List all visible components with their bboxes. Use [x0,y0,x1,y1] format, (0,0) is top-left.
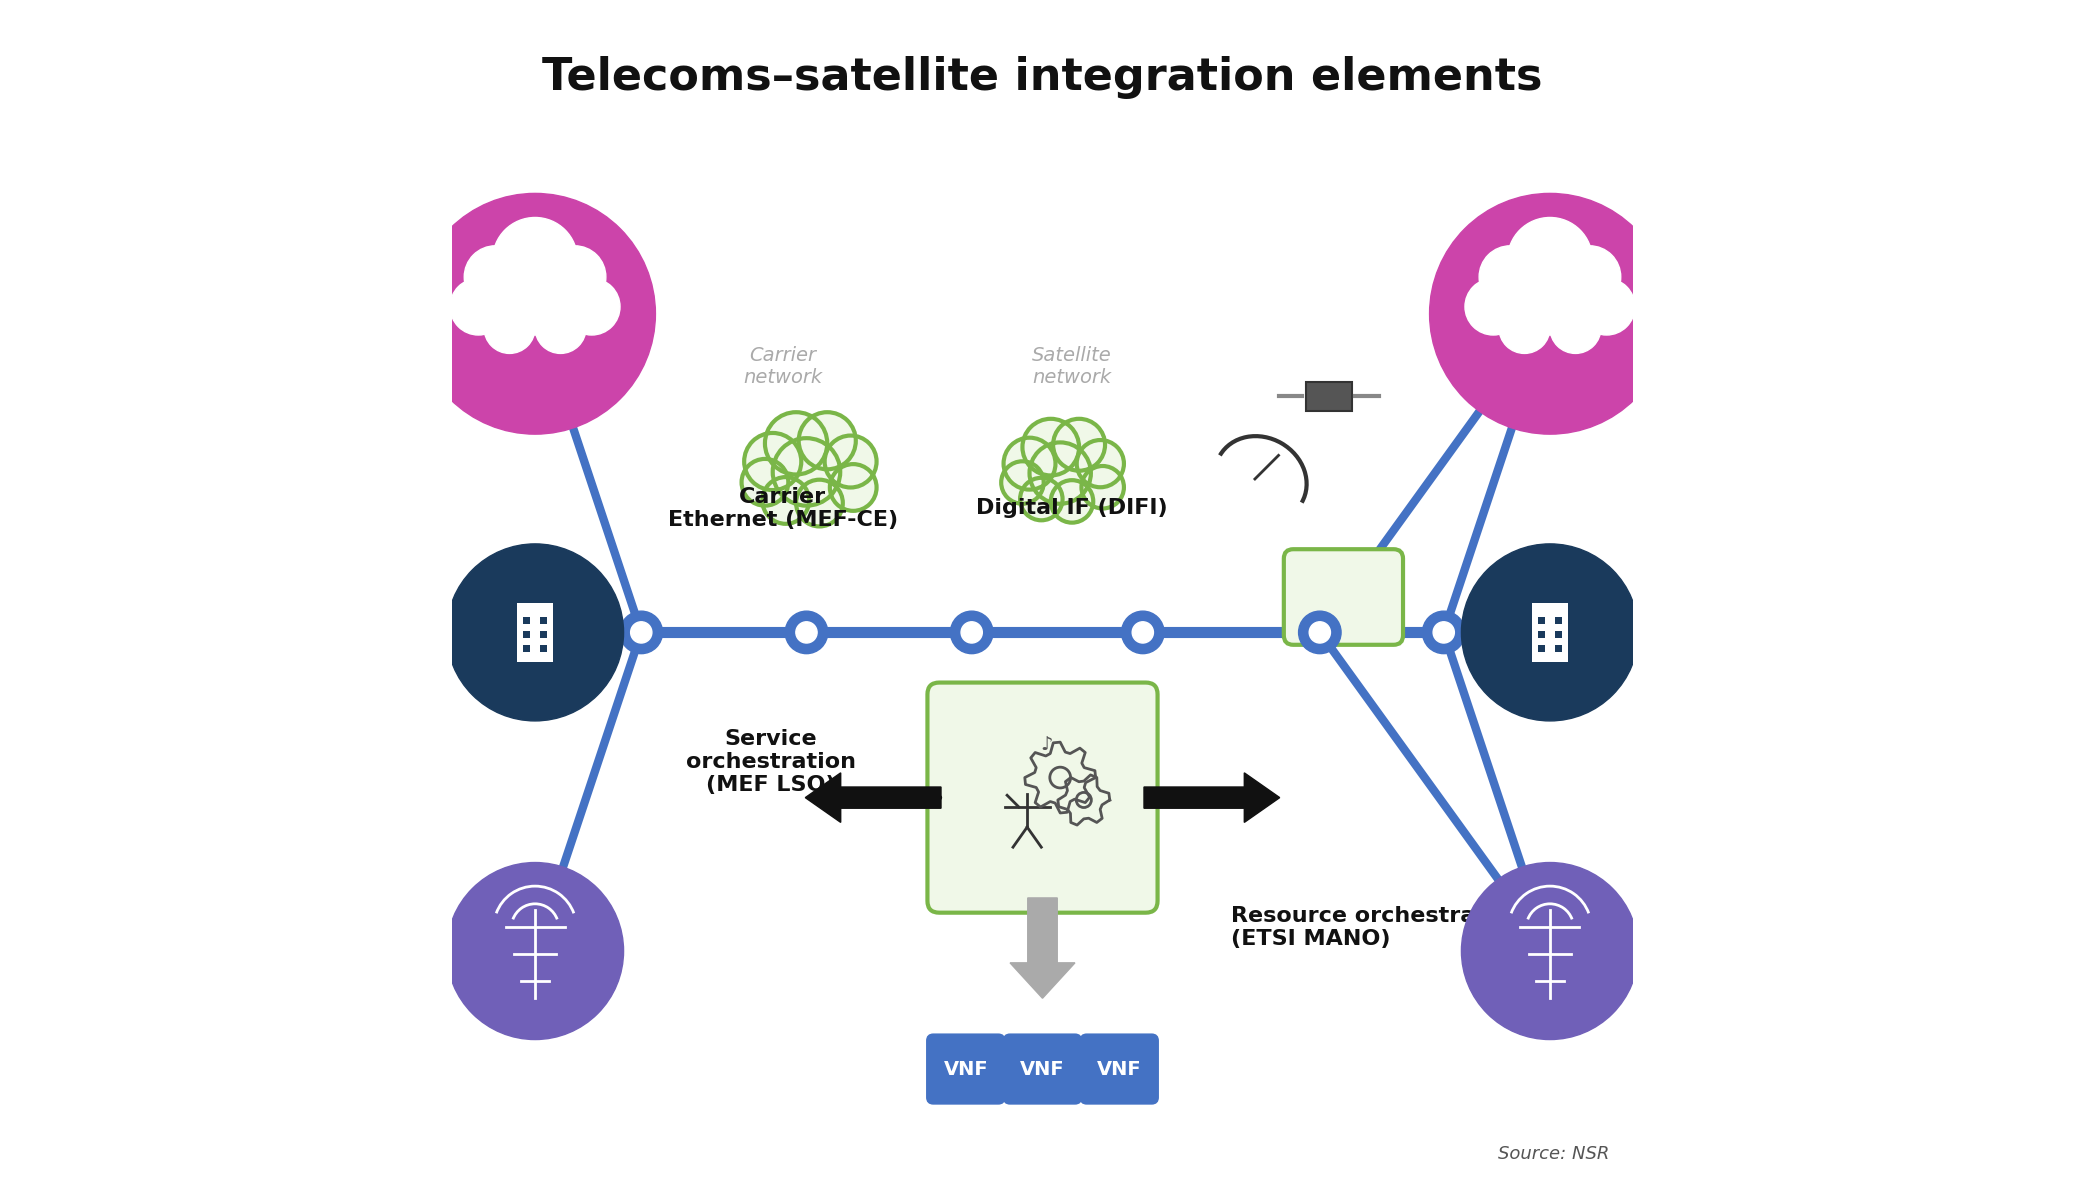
Text: VNF: VNF [945,1059,988,1078]
Circle shape [630,622,653,644]
Circle shape [951,611,992,653]
Circle shape [1466,278,1522,336]
FancyArrow shape [1009,898,1076,998]
FancyBboxPatch shape [1080,1035,1157,1103]
FancyArrow shape [1145,773,1280,823]
FancyBboxPatch shape [523,646,530,652]
Circle shape [544,246,607,308]
Circle shape [1299,611,1341,653]
Circle shape [826,436,876,487]
Circle shape [450,278,507,336]
Circle shape [619,611,663,653]
Circle shape [1076,441,1124,487]
FancyBboxPatch shape [1532,603,1568,661]
FancyBboxPatch shape [523,632,530,639]
FancyArrow shape [805,773,940,823]
Text: uCPE: uCPE [1309,585,1378,609]
Circle shape [1557,246,1620,308]
Circle shape [1422,611,1466,653]
FancyBboxPatch shape [540,646,546,652]
FancyBboxPatch shape [517,603,553,661]
Circle shape [1003,438,1055,490]
Circle shape [744,433,801,490]
FancyBboxPatch shape [540,617,546,624]
Circle shape [563,278,619,336]
Circle shape [1022,419,1080,475]
Circle shape [1507,217,1593,302]
Circle shape [1549,302,1601,353]
Circle shape [1082,466,1124,509]
FancyBboxPatch shape [1305,382,1351,411]
Circle shape [446,544,623,721]
Circle shape [446,862,623,1040]
Circle shape [796,622,817,644]
FancyBboxPatch shape [1555,632,1562,639]
FancyBboxPatch shape [1539,617,1545,624]
Circle shape [500,264,571,336]
Circle shape [1478,246,1541,308]
Circle shape [1462,862,1639,1040]
Circle shape [1001,461,1045,504]
Circle shape [763,478,809,524]
Circle shape [774,438,840,506]
Circle shape [1132,622,1153,644]
Circle shape [786,611,828,653]
Text: Digital IF (DIFI): Digital IF (DIFI) [976,498,1168,518]
Text: ♪: ♪ [1040,736,1053,755]
Text: VNF: VNF [1097,1059,1140,1078]
Circle shape [799,412,855,469]
FancyBboxPatch shape [523,617,530,624]
Text: Carrier
Ethernet (MEF-CE): Carrier Ethernet (MEF-CE) [667,487,899,530]
Circle shape [484,302,536,353]
FancyBboxPatch shape [1539,632,1545,639]
Circle shape [1030,443,1090,504]
Circle shape [830,464,876,511]
Text: Source: NSR: Source: NSR [1497,1145,1610,1163]
Text: VNF: VNF [1020,1059,1065,1078]
FancyBboxPatch shape [1005,1035,1080,1103]
Circle shape [1462,544,1639,721]
Circle shape [742,458,788,506]
Circle shape [961,622,982,644]
Text: Satellite
network: Satellite network [1032,346,1111,387]
Circle shape [765,412,828,474]
Circle shape [492,217,578,302]
Text: Telecoms–satellite integration elements: Telecoms–satellite integration elements [542,56,1543,99]
Circle shape [1122,611,1163,653]
FancyBboxPatch shape [540,632,546,639]
Circle shape [1020,478,1063,521]
Circle shape [536,302,586,353]
Circle shape [1053,419,1105,470]
FancyBboxPatch shape [1284,549,1403,645]
FancyBboxPatch shape [928,1035,1005,1103]
FancyBboxPatch shape [1555,617,1562,624]
FancyBboxPatch shape [1539,646,1545,652]
FancyBboxPatch shape [928,683,1157,912]
Circle shape [796,480,842,527]
Text: Service
orchestration
(MEF LSO): Service orchestration (MEF LSO) [686,730,857,795]
Circle shape [1578,278,1635,336]
FancyBboxPatch shape [1555,646,1562,652]
Text: Resource orchestration
(ETSI MANO): Resource orchestration (ETSI MANO) [1232,906,1524,949]
Circle shape [1309,622,1330,644]
Circle shape [1430,193,1670,435]
Circle shape [1514,264,1585,336]
Circle shape [1432,622,1455,644]
Circle shape [415,193,655,435]
Text: Carrier
network: Carrier network [744,346,821,387]
Circle shape [1051,480,1093,523]
Circle shape [1499,302,1549,353]
Circle shape [465,246,528,308]
